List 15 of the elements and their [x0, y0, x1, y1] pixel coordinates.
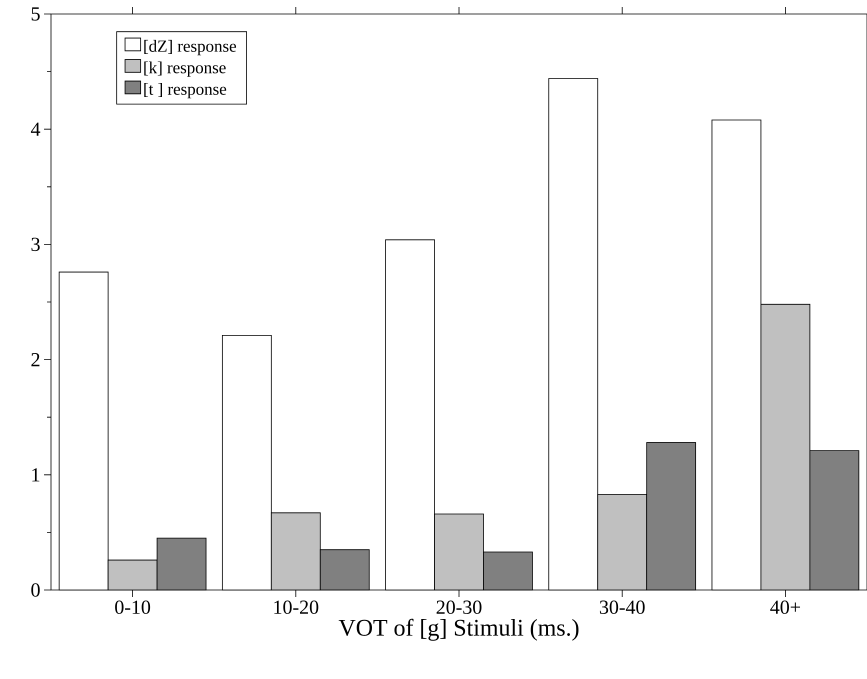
x-tick-label: 30-40	[600, 600, 645, 614]
x-axis-title: VOT of [g] Stimuli (ms.)	[338, 618, 578, 641]
y-tick-label: 5	[32, 7, 40, 21]
y-tick-label: 0	[31, 583, 40, 597]
x-tick-label: 0-10	[115, 600, 150, 614]
y-tick-label: 4	[30, 122, 40, 136]
legend-label: [t ] response	[144, 82, 226, 98]
x-tick-label: 10-20	[274, 600, 318, 614]
legend-label: [k] response	[144, 61, 226, 77]
legend-label: [dZ] response	[144, 40, 236, 56]
y-tick-label: 2	[31, 353, 40, 366]
x-tick-label: 20-30	[436, 600, 482, 614]
y-tick-label: 1	[32, 468, 40, 482]
y-tick-label: 3	[31, 238, 40, 252]
x-tick-label: 40+	[770, 600, 800, 614]
